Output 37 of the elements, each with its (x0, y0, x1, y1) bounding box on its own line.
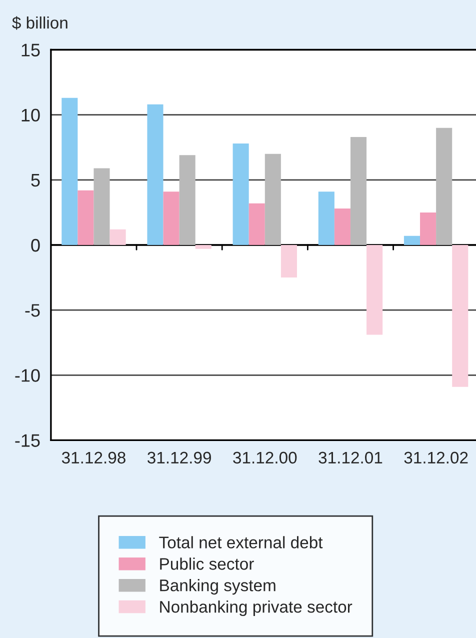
bar (248, 203, 265, 245)
bar (404, 236, 420, 245)
bar (110, 229, 126, 245)
bar (147, 104, 164, 245)
y-tick-label: 5 (31, 174, 40, 187)
bar (334, 208, 350, 245)
bar (163, 192, 180, 245)
bar (195, 244, 212, 249)
y-tick-label: -15 (15, 434, 40, 447)
y-tick-label: 15 (22, 44, 40, 56)
bar (94, 168, 110, 245)
bar (366, 244, 383, 335)
legend-label: Total net external debt (159, 536, 323, 548)
bar (436, 128, 452, 245)
y-axis-title: $ billion (12, 16, 68, 30)
bar (280, 244, 297, 278)
legend-label: Banking system (160, 579, 276, 595)
x-tick-label: 31.12.02 (404, 452, 468, 464)
bar (78, 190, 94, 245)
x-tick-label: 31.12.98 (62, 452, 126, 464)
legend-label: Public sector (160, 558, 254, 570)
bar (232, 143, 249, 245)
bar (452, 244, 468, 387)
bar (179, 155, 196, 245)
bar (420, 212, 436, 245)
y-tick-label: 10 (22, 108, 40, 122)
x-tick-label: 31.12.00 (233, 452, 297, 464)
y-tick-label: 0 (31, 238, 40, 252)
legend-label: Nonbanking private sector (160, 600, 352, 616)
bar (350, 136, 367, 245)
bar (318, 192, 334, 245)
bar (264, 154, 281, 245)
y-tick-label: -10 (15, 369, 40, 382)
x-tick-label: 31.12.01 (318, 452, 382, 464)
x-tick-label: 31.12.99 (148, 452, 211, 464)
bar (62, 98, 78, 245)
y-tick-label: -5 (25, 304, 40, 317)
